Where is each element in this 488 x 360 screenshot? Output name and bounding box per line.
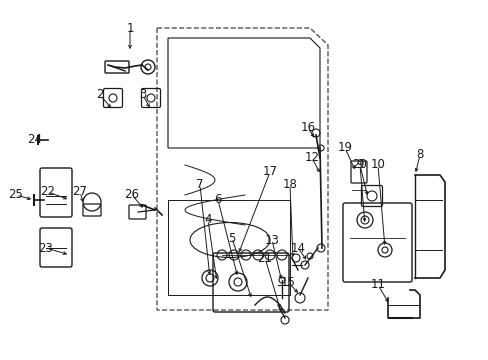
Text: 22: 22 xyxy=(41,185,55,198)
Text: 15: 15 xyxy=(280,275,295,288)
Text: 26: 26 xyxy=(124,189,139,202)
Text: 14: 14 xyxy=(290,242,305,255)
Text: 4: 4 xyxy=(204,213,211,226)
Text: 10: 10 xyxy=(370,158,385,171)
Text: 3: 3 xyxy=(139,89,146,102)
Text: 20: 20 xyxy=(352,158,366,171)
Text: 25: 25 xyxy=(9,189,23,202)
Text: 27: 27 xyxy=(72,185,87,198)
Text: 24: 24 xyxy=(27,134,42,147)
Text: 16: 16 xyxy=(300,121,315,135)
Text: 8: 8 xyxy=(415,148,423,162)
Text: 7: 7 xyxy=(196,179,203,192)
Text: 21: 21 xyxy=(257,252,272,265)
Text: 23: 23 xyxy=(39,242,53,255)
Text: 1: 1 xyxy=(126,22,134,35)
Text: 6: 6 xyxy=(214,193,221,207)
Text: 5: 5 xyxy=(228,231,235,244)
Text: 17: 17 xyxy=(262,166,277,179)
Text: 2: 2 xyxy=(96,89,103,102)
Text: 11: 11 xyxy=(370,279,385,292)
Text: 9: 9 xyxy=(356,158,363,171)
Text: 18: 18 xyxy=(282,179,297,192)
Text: 12: 12 xyxy=(304,152,319,165)
Text: 19: 19 xyxy=(337,141,352,154)
Text: 13: 13 xyxy=(264,234,279,247)
